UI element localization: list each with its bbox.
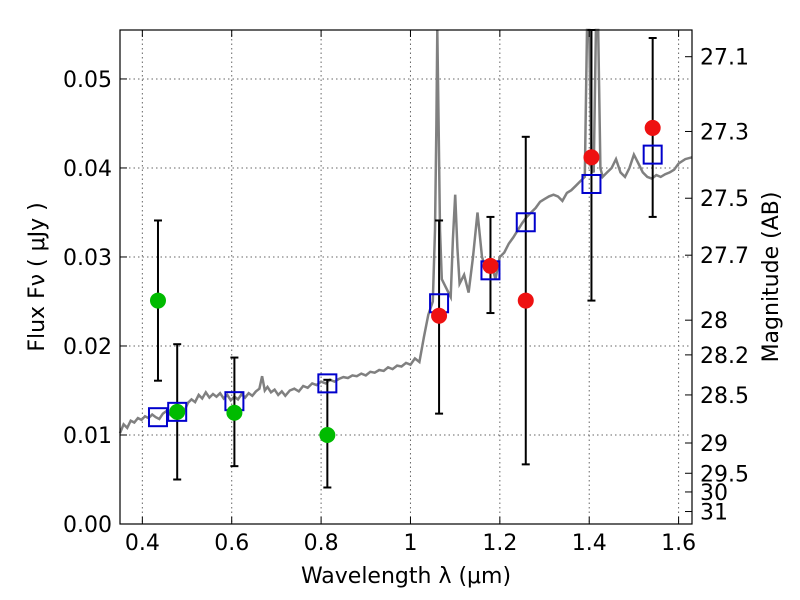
mag-tick-label: 27.1 bbox=[700, 46, 749, 71]
model-photometry-square bbox=[581, 173, 602, 194]
x-tick-label: 1.2 bbox=[482, 531, 517, 556]
x-tick-label: 0.8 bbox=[304, 531, 339, 556]
model-photometry-square bbox=[515, 212, 536, 233]
model-photometry-square bbox=[642, 144, 663, 165]
model-photometry-square bbox=[317, 373, 338, 394]
observed-flux-point bbox=[319, 426, 336, 443]
observed-flux-point bbox=[149, 292, 166, 309]
y-axis-title: Flux Fν ( μJy ) bbox=[25, 202, 50, 351]
y-tick-label: 0.02 bbox=[63, 335, 112, 360]
axis-ticks: 0.4 0.6 0.8 1 1.2 1.4 1.6 0.00 0.01 0.02 0.03 0.04 0… bbox=[63, 30, 749, 556]
mag-tick-label: 31 bbox=[700, 501, 728, 526]
y-tick-label: 0.04 bbox=[63, 157, 112, 182]
mag-tick-label: 27.7 bbox=[700, 244, 749, 269]
y-tick-label: 0.05 bbox=[63, 68, 112, 93]
x-tick-label: 0.4 bbox=[125, 531, 160, 556]
x-tick-label: 1 bbox=[403, 531, 417, 556]
observed-flux-point bbox=[644, 119, 661, 136]
x-tick-label: 1.6 bbox=[661, 531, 696, 556]
observed-flux-point bbox=[169, 403, 186, 420]
plot-frame bbox=[119, 29, 693, 525]
mag-tick-label: 28.5 bbox=[700, 384, 749, 409]
sed-model-line bbox=[118, 28, 693, 434]
observed-flux-point bbox=[517, 292, 534, 309]
y-tick-label: 0.00 bbox=[63, 513, 112, 538]
grid-lines bbox=[120, 30, 692, 525]
x-axis-title: Wavelength λ (μm) bbox=[301, 564, 511, 589]
mag-tick-label: 27.5 bbox=[700, 187, 749, 212]
mag-tick-label: 29 bbox=[700, 432, 728, 457]
data-markers bbox=[147, 119, 663, 443]
mag-tick-label: 29.5 bbox=[700, 462, 749, 487]
observed-flux-point bbox=[482, 257, 499, 274]
observed-flux-point bbox=[226, 404, 243, 421]
x-tick-label: 1.4 bbox=[572, 531, 607, 556]
y-tick-label: 0.01 bbox=[63, 424, 112, 449]
observed-flux-point bbox=[583, 149, 600, 166]
x-tick-label: 0.6 bbox=[214, 531, 249, 556]
mag-tick-label: 28.2 bbox=[700, 344, 749, 369]
model-photometry-square bbox=[147, 407, 168, 428]
y2-axis-title: Magnitude (AB) bbox=[759, 192, 784, 363]
y-tick-label: 0.03 bbox=[63, 246, 112, 271]
mag-tick-label: 30 bbox=[700, 481, 728, 506]
mag-tick-label: 28 bbox=[700, 309, 728, 334]
model-photometry-square bbox=[167, 401, 188, 422]
observed-flux-point bbox=[431, 307, 448, 324]
mag-tick-label: 27.3 bbox=[700, 120, 749, 145]
